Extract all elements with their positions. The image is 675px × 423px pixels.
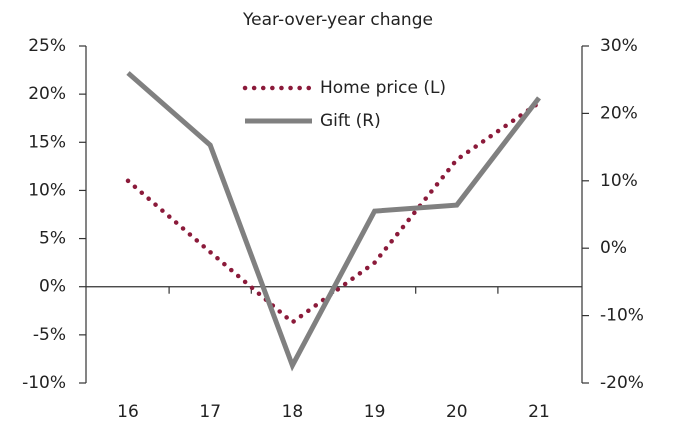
y2-tick-label: 30% (600, 36, 638, 56)
y-tick-label: 25% (28, 36, 66, 56)
x-tick-label: 21 (528, 402, 550, 422)
legend-label: Home price (L) (320, 78, 446, 98)
x-tick-label: 17 (199, 402, 221, 422)
x-tick-label: 16 (117, 402, 139, 422)
y-tick-label: 20% (28, 84, 66, 104)
x-tick-label: 19 (364, 402, 386, 422)
y-tick-label: 5% (39, 229, 66, 249)
y2-tick-label: 10% (600, 171, 638, 191)
series-line (125, 100, 542, 326)
x-tick-label: 20 (446, 402, 468, 422)
y-tick-label: 10% (28, 180, 66, 200)
y-tick-label: -10% (22, 373, 66, 393)
y2-tick-label: -10% (600, 306, 644, 326)
x-tick-label: 18 (282, 402, 304, 422)
y-tick-label: 0% (39, 277, 66, 297)
chart-title: Year-over-year change (242, 10, 433, 30)
y2-tick-label: -20% (600, 373, 644, 393)
y2-tick-label: 0% (600, 238, 627, 258)
y-tick-label: 15% (28, 132, 66, 152)
y2-tick-label: 20% (600, 103, 638, 123)
legend-label: Gift (R) (320, 111, 381, 131)
y-tick-label: -5% (33, 325, 66, 345)
series-line (126, 71, 541, 372)
